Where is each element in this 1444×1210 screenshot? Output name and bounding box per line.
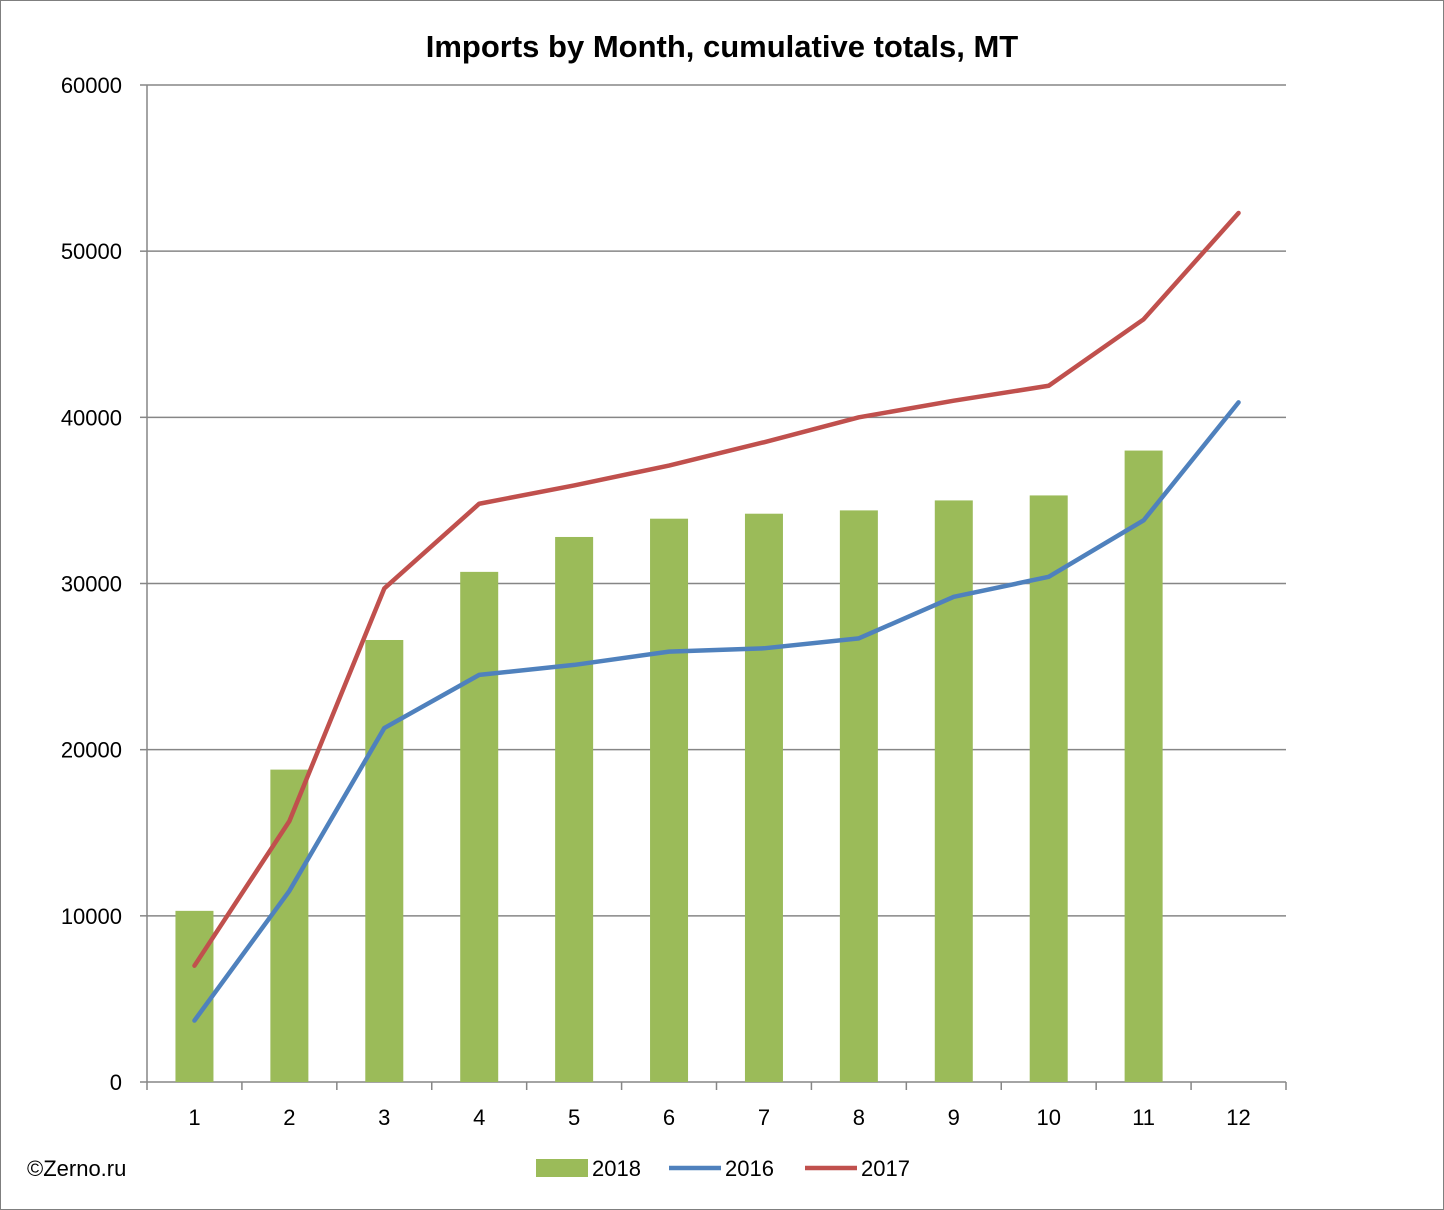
bar-2018-7 bbox=[744, 513, 783, 1082]
chart-title: Imports by Month, cumulative totals, MT bbox=[426, 29, 1019, 64]
axes bbox=[140, 84, 1287, 1090]
bar-2018-10 bbox=[1029, 495, 1068, 1083]
x-tick-label: 11 bbox=[1132, 1105, 1155, 1130]
bar-2018-4 bbox=[460, 571, 499, 1082]
legend-label-2017: 2017 bbox=[861, 1156, 910, 1181]
x-tick-label: 6 bbox=[663, 1105, 675, 1130]
line-2016 bbox=[192, 400, 1241, 1023]
x-tick-label: 8 bbox=[853, 1105, 865, 1130]
bar-2018-11 bbox=[1124, 450, 1163, 1083]
line-2017 bbox=[192, 210, 1241, 968]
bar-2018-9 bbox=[934, 500, 973, 1083]
x-tick-label: 7 bbox=[758, 1105, 770, 1130]
line-series bbox=[192, 210, 1241, 1023]
x-tick-label: 4 bbox=[473, 1105, 485, 1130]
y-axis-tick-labels: 0 10000 20000 30000 40000 50000 60000 bbox=[61, 73, 122, 1095]
x-tick-label: 12 bbox=[1226, 1105, 1250, 1130]
bar-2018-6 bbox=[650, 518, 689, 1082]
bar-2018-1 bbox=[175, 910, 214, 1082]
x-tick-label: 5 bbox=[568, 1105, 580, 1130]
bar-2018-8 bbox=[839, 510, 878, 1082]
legend-label-2018: 2018 bbox=[592, 1156, 641, 1181]
x-tick-label: 10 bbox=[1036, 1105, 1060, 1130]
y-tick-label: 20000 bbox=[61, 738, 122, 763]
legend: 2018 2016 2017 bbox=[536, 1156, 910, 1181]
bar-2018-3 bbox=[365, 639, 404, 1082]
legend-label-2016: 2016 bbox=[725, 1156, 774, 1181]
bar-2018-5 bbox=[555, 536, 594, 1082]
x-tick-label: 1 bbox=[188, 1105, 200, 1130]
credit-text: ©Zerno.ru bbox=[27, 1156, 126, 1181]
x-tick-label: 2 bbox=[283, 1105, 295, 1130]
y-tick-label: 50000 bbox=[61, 239, 122, 264]
gridlines bbox=[147, 84, 1286, 917]
y-tick-label: 10000 bbox=[61, 904, 122, 929]
bar-series-2018 bbox=[175, 450, 1163, 1083]
y-tick-label: 60000 bbox=[61, 73, 122, 98]
y-tick-label: 0 bbox=[110, 1070, 122, 1095]
x-axis-tick-labels: 1 2 3 4 5 6 7 8 9 10 11 12 bbox=[188, 1105, 1250, 1130]
y-tick-label: 30000 bbox=[61, 572, 122, 597]
y-tick-label: 40000 bbox=[61, 405, 122, 430]
legend-swatch-2018 bbox=[536, 1159, 588, 1177]
x-tick-label: 3 bbox=[378, 1105, 390, 1130]
x-tick-label: 9 bbox=[948, 1105, 960, 1130]
